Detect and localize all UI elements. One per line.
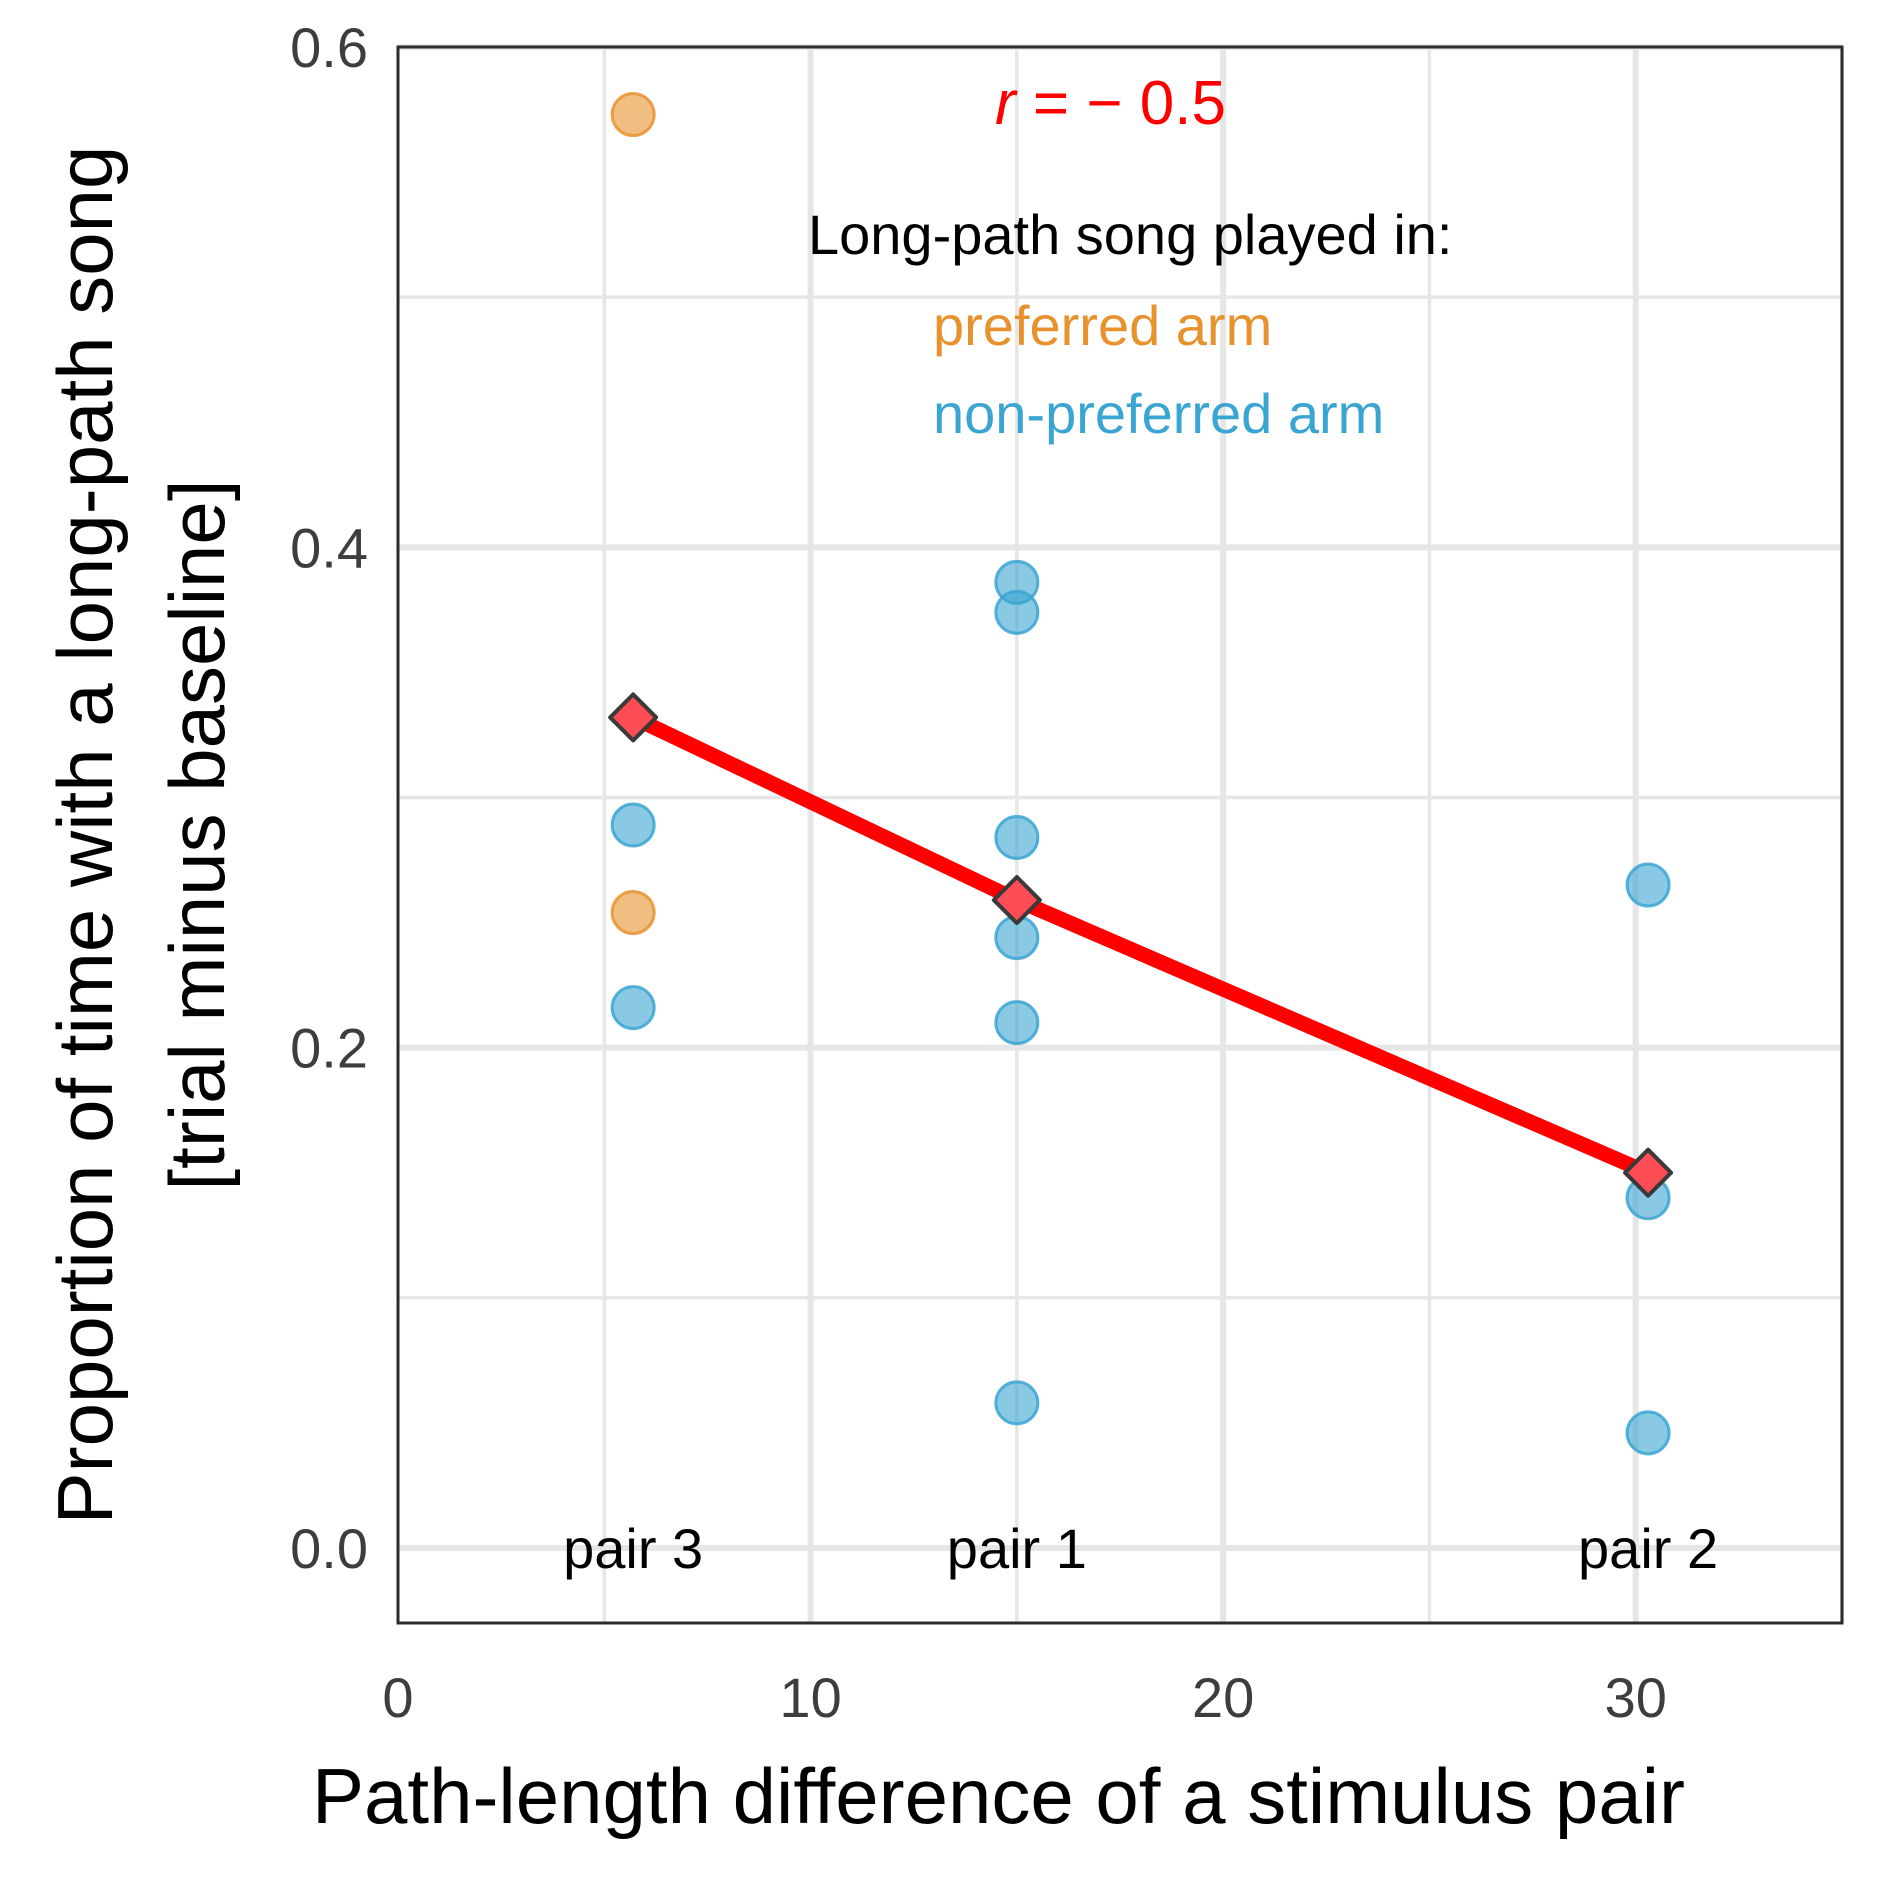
y-tick-label: 0.6 <box>290 16 368 79</box>
pair-label: pair 2 <box>1578 1517 1718 1580</box>
correlation-annotation: r = − 0.5 <box>995 69 1226 138</box>
mean-marker <box>1623 1147 1674 1198</box>
data-point <box>610 802 656 848</box>
y-axis-title-line-1: Proportion of time with a long-path song <box>41 146 129 1525</box>
data-point <box>994 589 1040 635</box>
correlation-symbol: r <box>995 69 1018 138</box>
data-point <box>1625 1410 1671 1456</box>
x-tick-label: 0 <box>382 1666 413 1729</box>
y-axis-title-line-2: [trial minus baseline] <box>153 480 241 1191</box>
pair-label: pair 1 <box>947 1517 1087 1580</box>
data-point <box>994 1000 1040 1046</box>
data-point <box>1625 862 1671 908</box>
x-tick-label: 20 <box>1192 1666 1254 1729</box>
y-axis-title: Proportion of time with a long-path song… <box>41 146 241 1525</box>
data-points <box>610 92 1671 1456</box>
pair-labels: pair 3 pair 1 pair 2 <box>563 1517 1718 1580</box>
mean-marker <box>991 875 1042 926</box>
data-point <box>610 92 656 138</box>
y-tick-label: 0.2 <box>290 1017 368 1080</box>
legend-title: Long-path song played in: <box>808 203 1453 266</box>
mean-marker <box>608 692 659 743</box>
legend-entry-non-preferred-arm: non-preferred arm <box>933 382 1384 445</box>
mean-markers <box>608 692 1674 1198</box>
x-tick-label: 10 <box>779 1666 841 1729</box>
data-point <box>610 985 656 1031</box>
data-point <box>610 890 656 936</box>
plot-frame <box>396 45 1844 1625</box>
x-tick-label: 30 <box>1605 1666 1667 1729</box>
x-axis-ticks: 0 10 20 30 <box>382 1666 1666 1729</box>
legend: Long-path song played in: preferred arm … <box>808 203 1453 445</box>
data-point <box>994 1380 1040 1426</box>
legend-entry-preferred-arm: preferred arm <box>933 294 1272 357</box>
y-tick-label: 0.0 <box>290 1517 368 1580</box>
data-point <box>994 815 1040 861</box>
x-axis-title: Path-length difference of a stimulus pai… <box>312 1752 1685 1840</box>
y-axis-ticks: 0.0 0.2 0.4 0.6 <box>290 16 368 1580</box>
y-tick-label: 0.4 <box>290 516 368 579</box>
pair-label: pair 3 <box>563 1517 703 1580</box>
correlation-value: = − 0.5 <box>1016 69 1226 138</box>
